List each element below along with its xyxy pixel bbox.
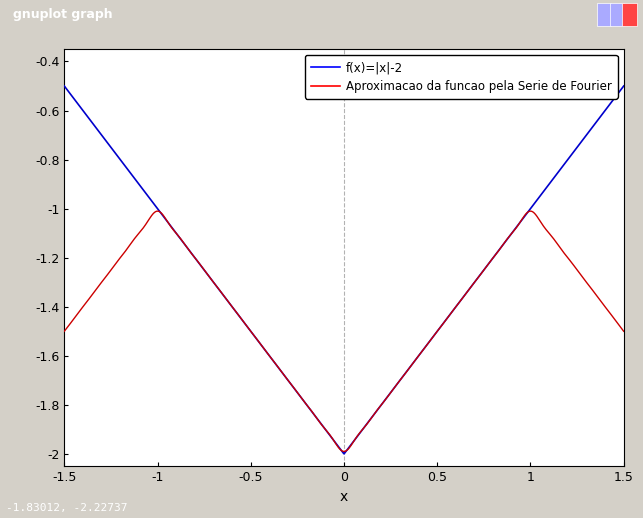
Bar	[622, 3, 637, 25]
Bar	[610, 3, 624, 25]
Bar	[597, 3, 611, 25]
Text: gnuplot graph: gnuplot graph	[13, 8, 113, 21]
Legend: f(x)=|x|-2, Aproximacao da funcao pela Serie de Fourier: f(x)=|x|-2, Aproximacao da funcao pela S…	[305, 55, 618, 99]
Text: -1.83012, -2.22737: -1.83012, -2.22737	[6, 502, 128, 513]
X-axis label: x: x	[340, 490, 348, 503]
